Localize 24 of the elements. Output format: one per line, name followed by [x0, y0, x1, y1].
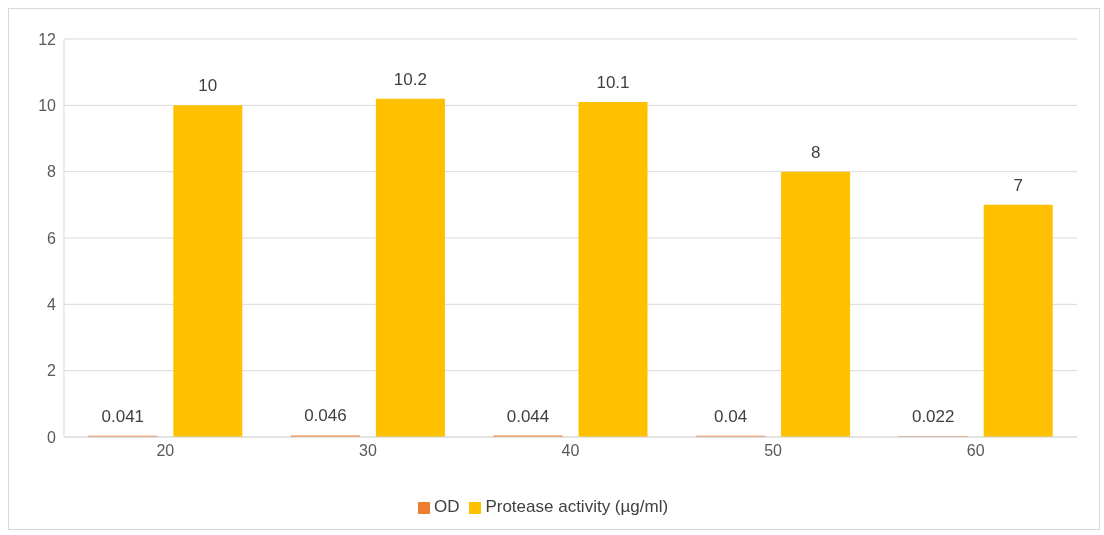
x-tick-label: 40: [561, 442, 580, 460]
data-label: 0.022: [911, 407, 955, 427]
data-label: 7: [1013, 175, 1023, 195]
data-label: 0.04: [714, 406, 748, 426]
legend-label: Protease activity (µg/ml): [485, 497, 669, 516]
x-tick-label: 20: [156, 442, 175, 460]
y-tick-label: 0: [47, 428, 57, 446]
y-tick-label: 2: [47, 362, 57, 380]
y-tick-label: 10: [38, 97, 57, 115]
data-label: 10.1: [596, 73, 630, 93]
data-label: 8: [810, 142, 821, 162]
x-tick-label: 50: [764, 442, 783, 460]
data-label: 0.041: [101, 406, 145, 426]
x-tick-label: 30: [359, 442, 377, 460]
data-label: 0.044: [506, 406, 550, 426]
x-tick-label: 60: [966, 442, 985, 460]
data-label: 0.046: [304, 406, 347, 426]
data-label: 10.2: [393, 69, 427, 89]
y-tick-label: 12: [38, 30, 57, 48]
y-tick-label: 4: [47, 296, 57, 314]
data-label: 10: [198, 76, 218, 96]
y-tick-label: 8: [47, 163, 57, 181]
y-tick-label: 6: [47, 229, 57, 247]
legend-label: OD: [433, 497, 460, 516]
